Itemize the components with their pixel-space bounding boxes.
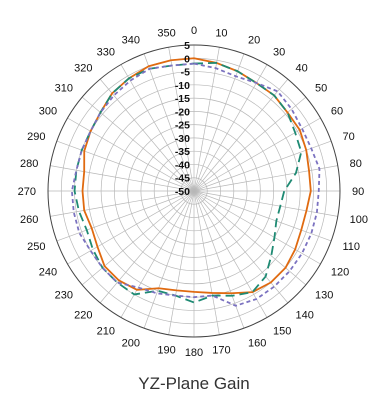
angle-tick-label: 130 xyxy=(315,289,333,301)
angle-tick-label: 190 xyxy=(157,345,175,357)
grid-ring xyxy=(127,124,261,258)
angle-tick-label: 200 xyxy=(122,337,140,349)
series-layer xyxy=(70,57,321,307)
radial-tick-label: -40 xyxy=(175,159,190,171)
angle-tick-label: 50 xyxy=(315,83,327,95)
angle-tick-label: 110 xyxy=(342,241,360,253)
radial-tick-label: -10 xyxy=(175,80,190,92)
angle-tick-label: 260 xyxy=(20,214,38,226)
grid-spoke xyxy=(193,165,338,192)
grid-spoke xyxy=(193,140,332,192)
radial-tick-label: -45 xyxy=(175,173,190,185)
angle-tick-label: 160 xyxy=(248,337,266,349)
grid-spoke xyxy=(168,47,195,192)
grid-ring xyxy=(114,111,274,271)
angle-tick-label: 90 xyxy=(352,186,364,198)
angle-tick-label: 70 xyxy=(342,131,354,143)
radial-tick-label: -5 xyxy=(181,67,190,79)
series-line-1 xyxy=(81,57,312,295)
radial-tick-label: -15 xyxy=(175,93,190,105)
radial-tick-label: 0 xyxy=(184,53,190,65)
grid-spoke xyxy=(193,190,338,217)
grid-ring xyxy=(153,150,235,232)
grid-spoke xyxy=(193,190,289,304)
angle-tick-label: 320 xyxy=(74,63,92,75)
radial-tick-label: -30 xyxy=(175,133,190,145)
angle-tick-label: 60 xyxy=(331,106,343,118)
angle-tick-label: 100 xyxy=(350,214,368,226)
grid-spoke xyxy=(67,190,195,265)
grid-spoke xyxy=(120,190,195,318)
angle-tick-label: 180 xyxy=(185,347,203,359)
radial-tick-label: 5 xyxy=(184,40,190,52)
radial-tick-label: -20 xyxy=(175,106,190,118)
grid-spoke xyxy=(56,190,195,242)
grid-ring xyxy=(140,137,248,245)
angle-tick-label: 210 xyxy=(97,325,115,337)
radial-tick-label: -50 xyxy=(175,186,190,198)
grid-spoke xyxy=(193,190,332,242)
angle-tick-label: 310 xyxy=(55,83,73,95)
grid-spoke xyxy=(50,190,195,217)
angle-tick-label: 40 xyxy=(296,63,308,75)
grid-spoke xyxy=(120,64,195,192)
angle-tick-label: 140 xyxy=(296,309,314,321)
series-line-3 xyxy=(70,62,321,307)
grid-spoke xyxy=(56,140,195,192)
grid-ring xyxy=(167,164,221,218)
series-line-2 xyxy=(73,62,303,304)
angle-tick-label: 170 xyxy=(212,345,230,357)
radial-tick-label: -35 xyxy=(175,146,190,158)
angle-tick-label: 270 xyxy=(18,186,36,198)
grid-spoke xyxy=(168,190,195,335)
radial-tick-labels: 50 -5-10-15-20 -25-30-35-40 -45-50 xyxy=(175,40,190,198)
radial-tick-label: -25 xyxy=(175,120,190,132)
angle-tick-label: 150 xyxy=(273,325,291,337)
angle-tick-label: 240 xyxy=(39,267,57,279)
grid-spoke xyxy=(99,78,195,192)
grid-spoke xyxy=(81,190,195,286)
grid-spoke xyxy=(50,165,195,192)
polar-grid xyxy=(47,44,341,338)
grid-spoke xyxy=(193,190,321,265)
grid-spoke xyxy=(143,190,195,329)
angle-tick-label: 280 xyxy=(20,158,38,170)
chart-title: YZ-Plane Gain xyxy=(138,374,250,393)
grid-spoke xyxy=(193,190,307,286)
angle-tick-label: 290 xyxy=(27,131,45,143)
angle-tick-label: 30 xyxy=(273,47,285,59)
angle-tick-label: 250 xyxy=(27,241,45,253)
grid-spoke xyxy=(67,117,195,192)
grid-ring xyxy=(100,97,288,285)
angle-tick-label: 330 xyxy=(97,47,115,59)
angle-tick-label: 350 xyxy=(157,27,175,39)
grid-spoke xyxy=(193,190,220,335)
angle-tick-label: 220 xyxy=(74,309,92,321)
outer-ring xyxy=(47,44,341,338)
angle-tick-label: 230 xyxy=(55,289,73,301)
angle-tick-label: 80 xyxy=(350,158,362,170)
grid-spoke xyxy=(193,64,268,192)
angle-tick-label: 0 xyxy=(191,25,197,37)
grid-spoke xyxy=(193,47,220,192)
grid-spoke xyxy=(143,53,195,192)
grid-spoke xyxy=(99,190,195,304)
angle-tick-label: 20 xyxy=(248,35,260,47)
angle-tick-label: 300 xyxy=(39,106,57,118)
angle-tick-label: 340 xyxy=(122,35,140,47)
grid-spoke xyxy=(193,190,268,318)
grid-ring xyxy=(180,177,208,205)
angle-tick-label: 120 xyxy=(331,267,349,279)
angle-tick-label: 10 xyxy=(215,27,227,39)
grid-spoke xyxy=(193,78,289,192)
